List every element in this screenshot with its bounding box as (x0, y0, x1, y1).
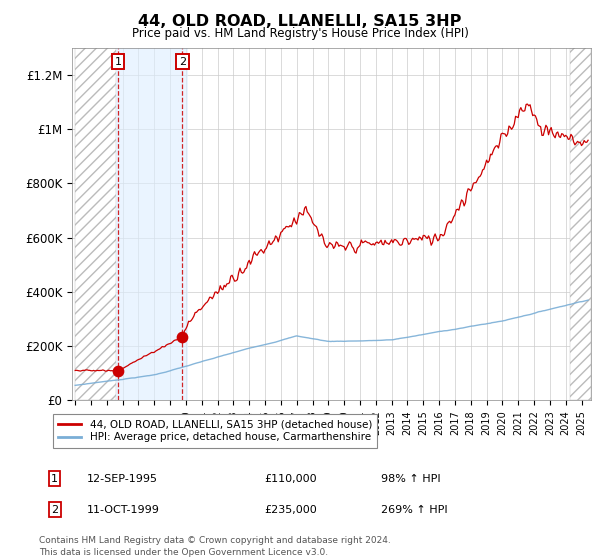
Text: 1: 1 (51, 474, 58, 484)
Text: 2: 2 (179, 57, 186, 67)
Text: Contains HM Land Registry data © Crown copyright and database right 2024.
This d: Contains HM Land Registry data © Crown c… (39, 536, 391, 557)
Text: 98% ↑ HPI: 98% ↑ HPI (381, 474, 440, 484)
Bar (571, 48, 591, 400)
Bar (75, 48, 116, 400)
Legend: 44, OLD ROAD, LLANELLI, SA15 3HP (detached house), HPI: Average price, detached : 44, OLD ROAD, LLANELLI, SA15 3HP (detach… (53, 414, 377, 447)
Text: 1: 1 (115, 57, 121, 67)
Text: £235,000: £235,000 (264, 505, 317, 515)
Point (178, 332, 187, 341)
Text: Price paid vs. HM Land Registry's House Price Index (HPI): Price paid vs. HM Land Registry's House … (131, 27, 469, 40)
Text: £110,000: £110,000 (264, 474, 317, 484)
Text: 11-OCT-1999: 11-OCT-1999 (87, 505, 160, 515)
Text: 2: 2 (51, 505, 58, 515)
Point (113, 366, 122, 375)
Text: 12-SEP-1995: 12-SEP-1995 (87, 474, 158, 484)
Bar (116, 48, 188, 400)
Text: 269% ↑ HPI: 269% ↑ HPI (381, 505, 448, 515)
Text: 44, OLD ROAD, LLANELLI, SA15 3HP: 44, OLD ROAD, LLANELLI, SA15 3HP (139, 14, 461, 29)
